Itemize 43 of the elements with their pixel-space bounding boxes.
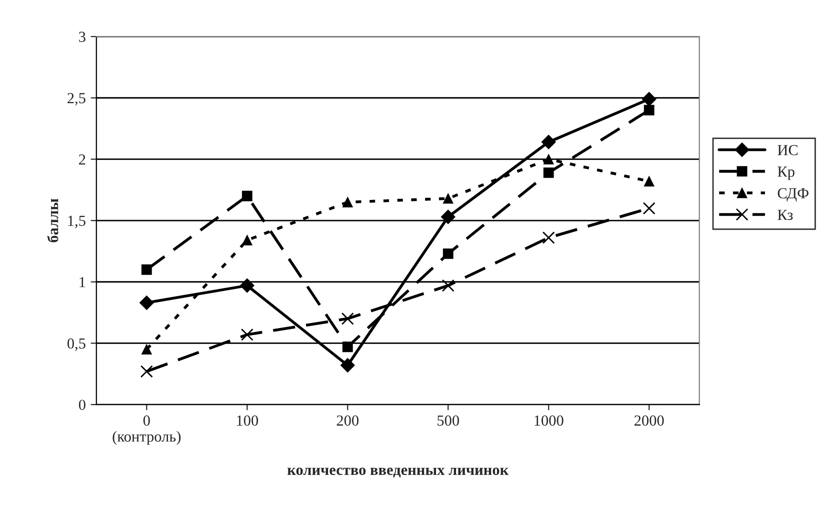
legend-label: СДФ [778, 188, 808, 202]
legend-label: Кр [778, 166, 794, 180]
y-tick-label: 2 [79, 154, 86, 165]
y-tick-label: 2,5 [68, 93, 86, 106]
point [543, 154, 554, 164]
point [442, 279, 454, 292]
point [644, 176, 654, 186]
point [541, 134, 556, 150]
x-tick-label: 2000 [634, 415, 664, 426]
legend-label: Кз [778, 210, 793, 220]
point [543, 167, 554, 178]
point [642, 92, 656, 106]
point [140, 365, 153, 378]
point [442, 248, 454, 259]
y-axis-title: баллы [47, 198, 58, 242]
x-tick-label: 1000 [534, 415, 564, 426]
point [440, 210, 456, 224]
y-tick-label: 0 [78, 400, 86, 410]
point [341, 312, 354, 325]
point [242, 190, 252, 202]
legend-label: ИС [778, 144, 798, 156]
point [644, 104, 654, 116]
point [242, 234, 252, 246]
point [141, 264, 152, 275]
point [342, 196, 353, 208]
point [340, 358, 355, 373]
point [240, 278, 254, 293]
point [442, 193, 454, 204]
x-axis-title: количество введенных личинок [287, 468, 509, 478]
y-tick-label: 0,5 [67, 338, 86, 351]
point [342, 342, 353, 352]
x-tick-label: 0 (контроль) [112, 415, 181, 445]
point [141, 344, 152, 355]
x-tick-label: 100 [237, 415, 258, 426]
point [542, 231, 555, 244]
x-tick-label: 500 [438, 415, 459, 426]
y-tick-label: 1,5 [68, 216, 86, 228]
y-tick-label: 1 [80, 277, 86, 288]
y-tick-label: 3 [79, 32, 86, 42]
point [240, 328, 254, 341]
point [139, 296, 154, 310]
point [642, 202, 656, 215]
x-tick-label: 200 [336, 415, 359, 426]
